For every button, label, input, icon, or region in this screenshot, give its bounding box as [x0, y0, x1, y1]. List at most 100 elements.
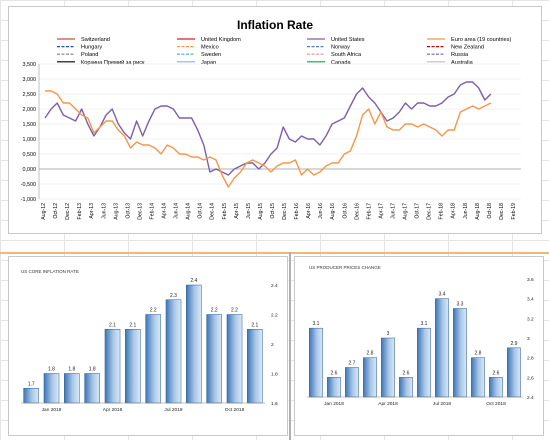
x-tick-label: Aug-13: [113, 203, 119, 220]
plot-area: [44, 81, 492, 188]
bar: [363, 357, 377, 398]
y-tick-label: 3.6: [527, 277, 534, 283]
bar-data-label: 1.8: [48, 367, 55, 373]
bar-data-label: 2.1: [251, 322, 258, 328]
x-tick-label: Apr-15: [234, 203, 240, 219]
x-tick-label: Aug-14: [186, 203, 192, 220]
x-tick-label: Oct-13: [125, 203, 131, 219]
x-tick-label: Jun-13: [101, 203, 107, 219]
x-tick-label: Feb-18: [439, 203, 445, 220]
y-tick-label: 2.8: [527, 356, 534, 362]
bar-data-label: 1.8: [68, 367, 75, 373]
y-tick-label: 1,000: [23, 137, 37, 143]
chart-title: US PRODUCER PRICES CHANGE: [309, 265, 381, 270]
inflation-rate-chart-svg: Inflation Rate Switzerland United Kingdom…: [21, 18, 521, 220]
legend-label: Poland: [81, 52, 98, 58]
x-tick-label: Oct 2018: [486, 401, 506, 407]
bar: [64, 373, 80, 404]
y-tick-label: 2,000: [23, 107, 37, 113]
x-tick-label: Jun-18: [463, 203, 469, 219]
legend-label: Switzerland: [81, 37, 110, 43]
bar: [489, 377, 503, 398]
bar: [399, 377, 413, 398]
x-tick-label: Apr-14: [162, 203, 168, 219]
bar: [145, 314, 161, 404]
x-tick-label: Jan 2018: [42, 407, 62, 413]
y-tick-label: 1,500: [23, 122, 37, 128]
x-tick-label: Jul 2018: [433, 401, 451, 407]
bar-series: 1.7 1.8 1.8 1.8 2.1 2.1 2.2 2.3 2.4 2.2 2.2 2.1 Jan …: [21, 278, 278, 413]
x-tick-label: Feb-19: [511, 203, 517, 220]
legend-label: New Zealand: [451, 45, 484, 51]
bar: [247, 329, 263, 404]
x-tick-label: Aug-12: [41, 203, 47, 220]
us-core-inflation-chart-svg: US CORE INFLATION RATE 1.7 1.8 1.8 1.8 2.1 2.…: [21, 269, 278, 413]
chart-title: Inflation Rate: [237, 18, 313, 32]
y-tick-label: 3,000: [23, 77, 37, 83]
chart-legend: Switzerland United Kingdom United States Eu…: [57, 37, 511, 66]
legend-label: South Africa: [331, 52, 362, 58]
bar: [104, 329, 121, 404]
inflation-rate-chart[interactable]: Inflation Rate Switzerland United Kingdom…: [8, 6, 542, 234]
x-tick-label: Feb-14: [149, 203, 155, 220]
us-core-inflation-chart[interactable]: US CORE INFLATION RATE 1.7 1.8 1.8 1.8 2.1 2.…: [8, 256, 288, 436]
bar: [226, 314, 243, 404]
legend-label: Mexico: [201, 45, 219, 51]
bar-data-label: 2.2: [231, 308, 238, 314]
bar: [309, 327, 323, 398]
y-tick-label: 3.2: [527, 316, 534, 322]
x-tick-label: Apr-13: [89, 203, 95, 219]
x-tick-label: Apr 2018: [103, 407, 123, 413]
x-tick-label: Jun-14: [174, 203, 180, 219]
bar: [43, 373, 60, 404]
x-tick-label: Oct-12: [53, 203, 59, 219]
x-tick-label: Jan 2018: [324, 401, 344, 407]
y-tick-label: 2.4: [271, 283, 278, 289]
legend-label: Canada: [331, 60, 351, 66]
legend-label: Norway: [331, 45, 350, 51]
section-divider-vertical: [289, 252, 291, 440]
bar-data-label: 2.2: [211, 308, 218, 314]
legend-label: United Kingdom: [201, 37, 241, 43]
bar-data-label: 2.4: [190, 278, 197, 284]
x-axis: Aug-12 Oct-12 Dec-12 Feb-13 Apr-13 Jun-13 Aug-…: [41, 203, 517, 220]
x-tick-label: Dec-16: [354, 203, 360, 220]
x-tick-label: Oct-16: [342, 203, 348, 219]
y-tick-label: 1.6: [271, 401, 278, 407]
bar: [84, 373, 100, 404]
legend-label: Корзина Премий за риск: [81, 59, 145, 66]
x-tick-label: Oct-18: [487, 203, 493, 219]
x-tick-label: Dec-18: [499, 203, 505, 220]
y-tick-label: 2: [271, 342, 274, 348]
bar-data-label: 3.3: [457, 302, 464, 308]
y-tick-label: -0,500: [21, 182, 36, 188]
bar: [435, 298, 449, 398]
series-line-euro-area-19-countries-: [45, 90, 492, 188]
legend-label: Australia: [451, 60, 474, 66]
bar-data-label: 1.7: [28, 381, 35, 387]
bar-data-label: 2.6: [331, 370, 338, 376]
x-tick-label: Feb-16: [294, 203, 300, 220]
bar: [345, 367, 359, 398]
x-tick-label: Apr 2018: [378, 401, 398, 407]
y-tick-label: 0,500: [23, 152, 37, 158]
bar-series: 3.1 2.6 2.7 2.8 3 2.6 3.1 3.4 3.3 2.8 2.6 2.9 Jan 20…: [307, 277, 534, 407]
x-tick-label: Feb-13: [77, 203, 83, 220]
us-producer-prices-chart[interactable]: US PRODUCER PRICES CHANGE 3.1 2.6 2.7 2.8 3 2…: [294, 256, 544, 436]
x-tick-label: Jun-15: [246, 203, 252, 219]
legend-label: Russia: [451, 52, 469, 58]
x-tick-label: Jun-16: [318, 203, 324, 219]
bar-data-label: 2.6: [403, 370, 410, 376]
y-tick-label: 2,500: [23, 92, 37, 98]
bar-data-label: 2.8: [367, 351, 374, 357]
bar: [381, 337, 395, 398]
x-tick-label: Apr-16: [306, 203, 312, 219]
x-tick-label: Apr-18: [451, 203, 457, 219]
x-tick-label: Dec-17: [427, 203, 433, 220]
bar-data-label: 2.1: [129, 322, 136, 328]
bar: [453, 308, 467, 398]
y-tick-label: 0,000: [23, 167, 37, 173]
bar: [327, 377, 341, 398]
x-tick-label: Oct-15: [270, 203, 276, 219]
legend-label: United States: [331, 37, 365, 43]
